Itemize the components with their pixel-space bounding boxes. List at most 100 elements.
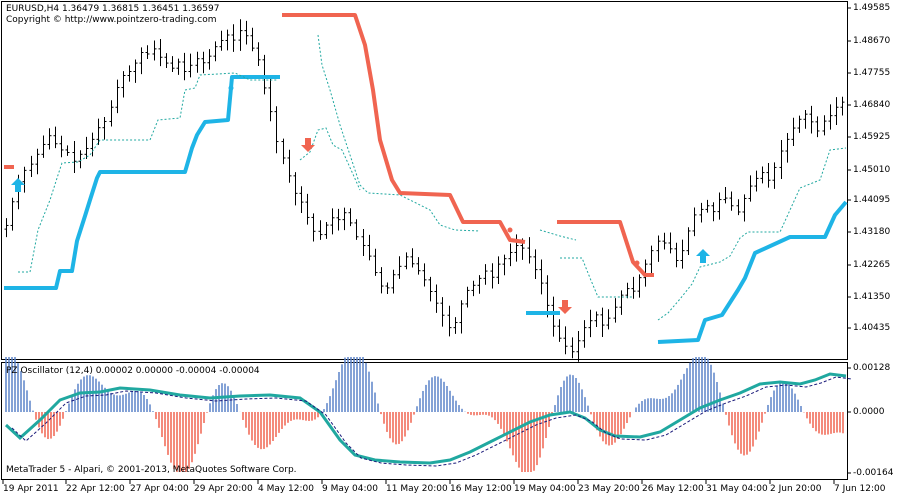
trail-dashed-line	[539, 229, 577, 241]
time-label: 29 Apr 20:00	[194, 484, 253, 494]
osc-signal-line	[11, 376, 853, 467]
price-bar	[59, 135, 64, 158]
price-bar	[133, 59, 138, 83]
price-bar	[293, 172, 298, 206]
time-label: 19 Apr 2011	[3, 484, 59, 494]
price-bar	[139, 47, 144, 75]
price-bar	[53, 126, 58, 149]
price-bar	[434, 284, 439, 313]
price-bar	[336, 208, 341, 231]
price-bar	[152, 40, 157, 61]
price-bar	[815, 116, 820, 138]
price-bar	[649, 245, 654, 274]
price-bar	[551, 296, 556, 337]
time-label: 7 Jun 12:00	[834, 484, 886, 494]
price-bar	[330, 208, 335, 235]
price-bar	[742, 194, 747, 222]
price-bar	[428, 276, 433, 302]
time-label: 23 May 20:00	[578, 484, 640, 494]
price-bar	[41, 135, 46, 158]
sell-arrow-icon	[301, 138, 315, 152]
price-bar	[471, 280, 476, 297]
price-bar	[404, 252, 409, 270]
price-bar	[600, 307, 605, 338]
price-axis-ticks	[847, 7, 851, 329]
price-label: 1.42265	[853, 260, 891, 270]
price-bar	[78, 150, 83, 169]
price-bar	[274, 106, 279, 154]
time-label: 27 Apr 04:00	[130, 484, 189, 494]
price-bar	[545, 275, 550, 318]
buy-arrow-icon	[11, 178, 25, 192]
price-bar	[164, 53, 169, 69]
price-bar	[367, 234, 372, 261]
bull-stop-line	[4, 75, 280, 290]
price-bar	[250, 27, 255, 52]
price-bar	[563, 326, 568, 355]
price-bar	[760, 166, 765, 184]
bull-stop-line	[657, 200, 848, 344]
price-bar	[828, 104, 833, 130]
signal-dot-icon	[507, 227, 513, 233]
price-bar	[822, 115, 827, 136]
time-label: 16 May 12:00	[450, 484, 512, 494]
price-bar	[145, 45, 150, 60]
price-bar	[47, 128, 52, 150]
price-bar	[662, 232, 667, 250]
price-bar	[379, 267, 384, 294]
price-bar	[785, 132, 790, 163]
oscillator-panel-frame	[1, 362, 848, 480]
price-bar	[779, 140, 784, 180]
price-bar	[348, 208, 353, 227]
price-bar	[391, 269, 396, 294]
time-label: 19 May 04:00	[514, 484, 576, 494]
price-bar	[354, 219, 359, 240]
price-bar	[699, 202, 704, 223]
time-label: 4 May 12:00	[258, 484, 314, 494]
time-label: 9 May 04:00	[322, 484, 378, 494]
price-bar	[459, 300, 464, 334]
price-bar	[84, 136, 89, 159]
price-bar	[213, 41, 218, 62]
price-bar	[606, 309, 611, 330]
price-label: 1.46840	[853, 100, 891, 110]
price-bar	[582, 320, 587, 348]
price-bar	[631, 276, 636, 299]
price-bar	[72, 141, 77, 174]
price-bar	[533, 249, 538, 279]
osc-label: -0.00164	[853, 468, 894, 478]
price-bar	[613, 298, 618, 323]
price-bar	[256, 42, 261, 66]
price-bar	[281, 138, 286, 165]
price-bar	[453, 317, 458, 334]
price-bar	[834, 97, 839, 126]
price-bar	[619, 290, 624, 315]
price-bar	[680, 239, 685, 269]
price-bar	[416, 257, 421, 275]
price-bar	[791, 117, 796, 147]
price-bars[interactable]	[4, 19, 845, 362]
oscillator-plot[interactable]	[4, 357, 853, 472]
price-bar	[772, 162, 777, 189]
price-bar	[588, 309, 593, 338]
price-bar	[10, 197, 15, 231]
price-bar	[527, 237, 532, 264]
price-bar	[465, 286, 470, 308]
price-panel-frame	[1, 1, 848, 360]
price-bar	[188, 53, 193, 78]
oscillator-axis-ticks	[847, 367, 851, 474]
price-bar	[158, 39, 163, 67]
buy-arrow-icon	[696, 249, 710, 263]
price-bar	[219, 30, 224, 51]
price-bar	[287, 149, 292, 183]
price-bar	[637, 274, 642, 298]
price-label: 1.43180	[853, 227, 891, 237]
price-bar	[182, 52, 187, 81]
price-bar	[65, 145, 70, 156]
price-bar	[723, 186, 728, 204]
price-bar	[508, 243, 513, 267]
price-bar	[809, 105, 814, 134]
time-label: 22 Apr 12:00	[66, 484, 125, 494]
